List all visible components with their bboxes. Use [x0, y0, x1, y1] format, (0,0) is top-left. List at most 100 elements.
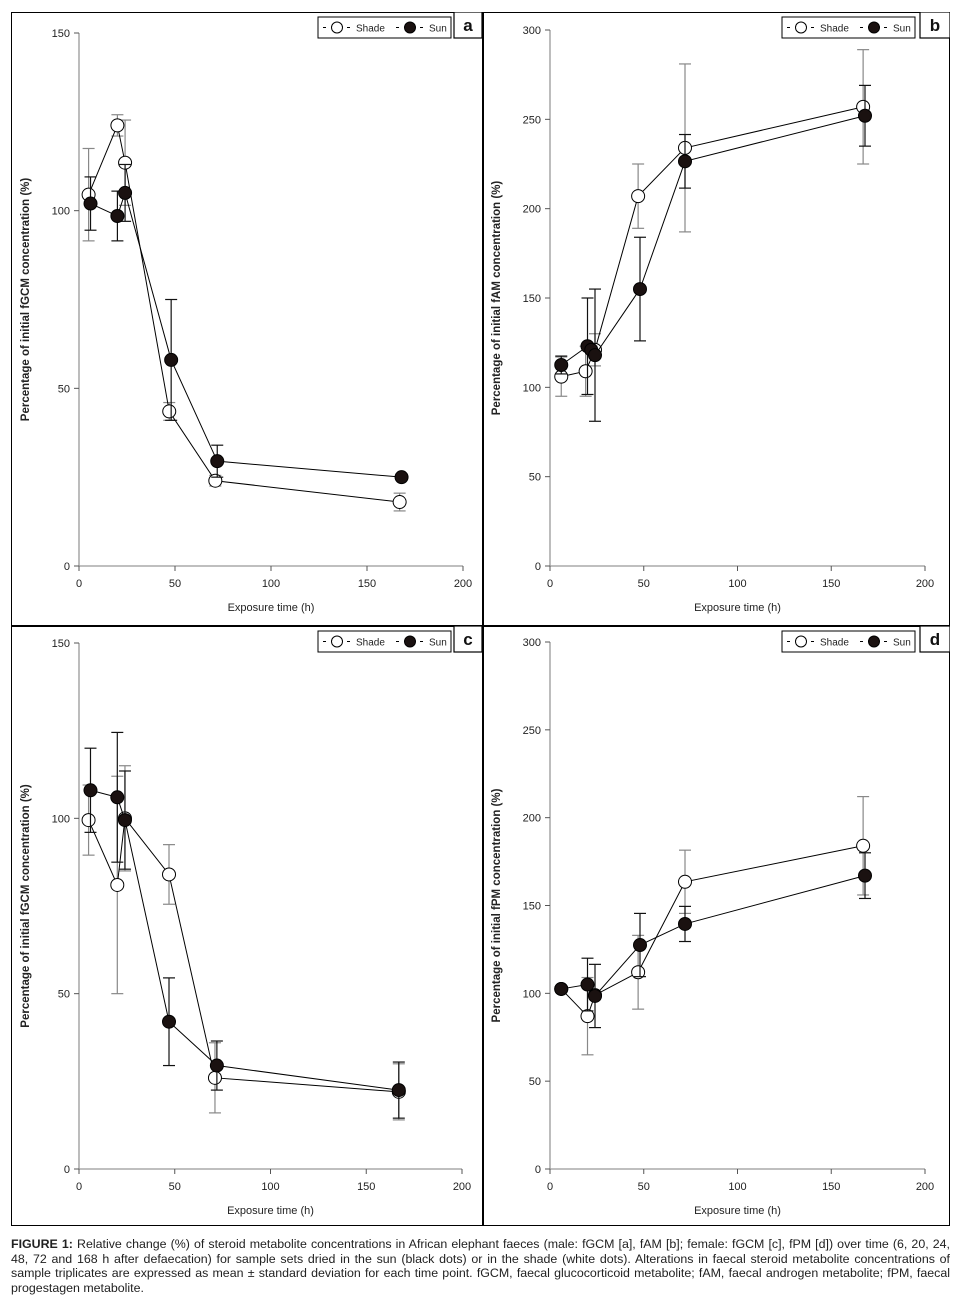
- y-tick-label: 100: [523, 382, 541, 394]
- chart-panel-b: 0 50 100 150 200 250 300 0 50 100 150 200 Exposure t…: [491, 12, 950, 614]
- y-tick-label: 250: [523, 114, 541, 126]
- series-line: [88, 817, 399, 1093]
- y-tick-label: 250: [523, 725, 541, 737]
- legend-box: [781, 16, 916, 39]
- legend-sun-label: Sun: [893, 638, 911, 649]
- legend-sun-label: Sun: [429, 24, 447, 35]
- series-line: [90, 191, 402, 478]
- panel-label-box: [453, 12, 482, 39]
- series-line: [560, 115, 866, 366]
- legend-sun-label: Sun: [893, 24, 911, 35]
- data-point: [578, 364, 593, 379]
- data-point: [856, 838, 871, 853]
- data-point: [678, 874, 692, 889]
- x-tick-label: 50: [638, 1181, 650, 1193]
- x-tick-label: 100: [728, 1181, 746, 1193]
- legend: Shade Sun: [317, 630, 452, 653]
- chart-panel-d: 0 50 100 150 200 250 300 0 50 100 150 200 Exposure t…: [491, 626, 950, 1217]
- y-tick-label: 50: [529, 1076, 541, 1088]
- data-point: [210, 454, 225, 469]
- x-tick-label: 0: [76, 1181, 82, 1193]
- series-line: [560, 845, 864, 1018]
- data-point: [162, 404, 177, 419]
- x-axis-label: Exposure time (h): [227, 1205, 314, 1217]
- legend-shade-marker: [331, 21, 343, 34]
- x-tick-label: 150: [357, 1181, 375, 1193]
- x-tick-label: 50: [169, 578, 181, 590]
- y-tick-label: 150: [523, 901, 541, 913]
- x-tick-label: 200: [916, 578, 934, 590]
- legend-box: [317, 16, 452, 39]
- legend-sun-marker: [404, 21, 416, 34]
- x-tick-label: 100: [261, 1181, 279, 1193]
- x-tick-label: 100: [728, 578, 746, 590]
- y-tick-label: 300: [523, 637, 541, 649]
- series-line: [561, 106, 864, 378]
- legend-sun-label: Sun: [429, 638, 447, 649]
- legend-shade-marker: [795, 635, 807, 648]
- panel-label: a: [463, 16, 473, 35]
- panel-label-box: [919, 626, 950, 653]
- panel-label: c: [463, 630, 472, 649]
- panel-label: d: [930, 630, 940, 649]
- data-point: [554, 981, 569, 996]
- series-line: [90, 789, 399, 1091]
- legend: Shade Sun: [781, 630, 916, 653]
- series-line: [88, 123, 400, 503]
- data-point: [110, 790, 125, 805]
- data-point: [631, 965, 646, 980]
- y-axis-label: Percentage of initial fPM concentration …: [491, 788, 503, 1022]
- legend-sun-marker: [868, 635, 880, 648]
- x-tick-label: 200: [453, 1181, 471, 1193]
- series-shade: [81, 114, 407, 512]
- data-point: [588, 988, 602, 1003]
- y-axis-label: Percentage of initial fGCM concentration…: [20, 784, 32, 1028]
- data-point: [858, 868, 872, 883]
- chart-panel-a: 0 50 100 150 0 50 100 150 200 Exposure time (h) Pe…: [20, 12, 482, 614]
- series-shade: [554, 795, 871, 1056]
- x-axis-label: Exposure time (h): [694, 602, 781, 614]
- legend: Shade Sun: [781, 16, 916, 39]
- y-tick-label: 200: [523, 204, 541, 216]
- data-point: [633, 938, 647, 953]
- data-point: [81, 813, 96, 828]
- panel-label: b: [930, 16, 940, 35]
- y-tick-label: 150: [52, 638, 70, 650]
- legend-shade-marker: [331, 635, 343, 648]
- x-tick-label: 200: [454, 578, 472, 590]
- y-tick-label: 0: [535, 1164, 541, 1176]
- panel-label-box: [453, 626, 482, 653]
- x-tick-label: 100: [262, 578, 280, 590]
- y-tick-label: 50: [58, 989, 70, 1001]
- data-point: [580, 1009, 595, 1024]
- data-point: [117, 813, 132, 828]
- legend-shade-label: Shade: [820, 638, 849, 649]
- x-tick-label: 150: [822, 578, 840, 590]
- legend-box: [781, 630, 916, 653]
- y-axis-label: Percentage of initial fAM concentration …: [491, 181, 503, 416]
- legend-shade-marker: [795, 21, 807, 34]
- legend-sun-marker: [868, 21, 880, 34]
- y-tick-label: 100: [52, 813, 70, 825]
- data-point: [83, 196, 98, 211]
- panel-divider-vertical: [482, 12, 484, 1226]
- y-tick-label: 150: [523, 293, 541, 305]
- caption-text: Relative change (%) of steroid metabolit…: [11, 1237, 950, 1295]
- data-point: [631, 189, 646, 204]
- y-tick-label: 300: [523, 25, 541, 37]
- data-point: [162, 1014, 177, 1029]
- x-tick-label: 0: [76, 578, 82, 590]
- data-point: [392, 495, 407, 510]
- data-point: [118, 185, 133, 200]
- x-tick-label: 150: [822, 1181, 840, 1193]
- x-tick-label: 0: [547, 578, 553, 590]
- data-point: [394, 470, 409, 485]
- series-sun: [83, 163, 409, 485]
- y-tick-label: 0: [64, 561, 70, 573]
- data-point: [110, 877, 125, 892]
- data-point: [588, 348, 602, 363]
- legend-shade-label: Shade: [356, 24, 385, 35]
- series-sun: [554, 84, 872, 422]
- data-point: [209, 1058, 224, 1073]
- x-tick-label: 0: [547, 1181, 553, 1193]
